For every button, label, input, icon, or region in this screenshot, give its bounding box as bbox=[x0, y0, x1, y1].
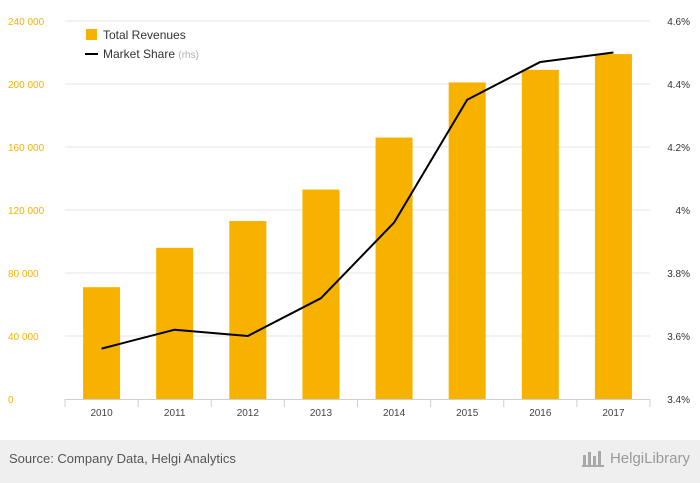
right-axis-tick-label: 4% bbox=[676, 206, 691, 217]
bar-total-revenues bbox=[448, 82, 486, 400]
legend-label-market-share: Market Share (rhs) bbox=[103, 47, 199, 61]
bar-total-revenues bbox=[594, 54, 632, 399]
bar-total-revenues bbox=[83, 287, 121, 399]
bar-total-revenues bbox=[302, 189, 340, 399]
x-axis-tick-label: 2010 bbox=[90, 408, 113, 419]
brand-logo: HelgiLibrary bbox=[581, 449, 690, 467]
bar-total-revenues bbox=[521, 69, 559, 399]
x-axis-tick-label: 2012 bbox=[237, 408, 260, 419]
x-axis-tick-label: 2011 bbox=[164, 408, 186, 419]
right-axis-tick-label: 4.4% bbox=[667, 80, 690, 91]
left-axis-tick-label: 40 000 bbox=[8, 332, 39, 343]
legend-rhs-note: (rhs) bbox=[178, 50, 199, 61]
brand-name: HelgiLibrary bbox=[609, 449, 690, 467]
right-axis-tick-label: 3.6% bbox=[667, 332, 690, 343]
right-axis-tick-label: 3.8% bbox=[667, 269, 690, 280]
x-axis-tick-label: 2014 bbox=[383, 408, 406, 419]
left-axis-tick-label: 120 000 bbox=[8, 206, 45, 217]
line-market-share bbox=[101, 51, 614, 350]
chart: 0 40 000 80 000 120 000 160 000 200 000 240 00… bbox=[8, 17, 691, 419]
right-axis-tick-label: 3.4% bbox=[667, 395, 690, 406]
left-axis-tick-label: 200 000 bbox=[8, 80, 45, 91]
left-axis-tick-label: 240 000 bbox=[8, 17, 45, 28]
x-axis-tick-label: 2016 bbox=[529, 408, 552, 419]
legend-swatch-total-revenues bbox=[86, 29, 97, 40]
left-axis-tick-label: 80 000 bbox=[8, 269, 39, 280]
right-axis-tick-label: 4.6% bbox=[667, 17, 690, 28]
footer: Source: Company Data, Helgi Analytics He… bbox=[0, 440, 700, 483]
bar-total-revenues bbox=[375, 137, 413, 400]
x-axis-tick-label: 2013 bbox=[310, 408, 333, 419]
x-axis-tick-label: 2017 bbox=[602, 408, 625, 419]
library-icon bbox=[581, 451, 604, 467]
source-note: Source: Company Data, Helgi Analytics bbox=[9, 451, 236, 466]
right-axis-tick-label: 4.2% bbox=[667, 143, 690, 154]
x-axis-tick-label: 2015 bbox=[456, 408, 479, 419]
bar-total-revenues bbox=[229, 221, 267, 399]
left-axis-tick-label: 0 bbox=[8, 395, 14, 406]
bar-total-revenues bbox=[156, 247, 194, 399]
legend-label-total-revenues: Total Revenues bbox=[103, 28, 186, 42]
left-axis-tick-label: 160 000 bbox=[8, 143, 45, 154]
